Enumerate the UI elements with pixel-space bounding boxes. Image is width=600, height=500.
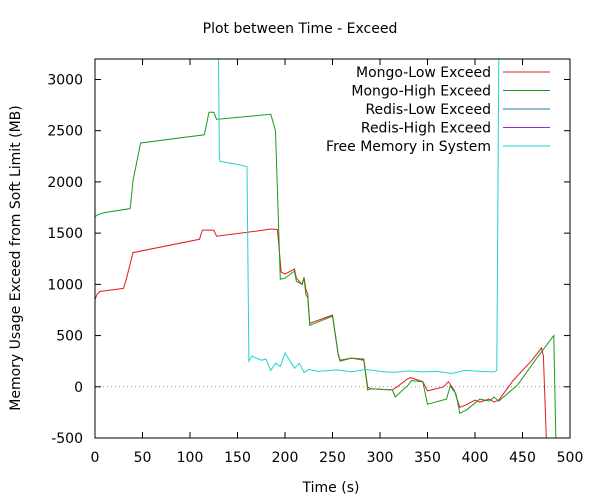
series-line-mongo-low-exceed [95, 228, 547, 438]
legend-label-mongo-low-exceed: Mongo-Low Exceed [356, 65, 491, 81]
x-tick-label: 100 [177, 450, 204, 466]
y-axis-label: Memory Usage Exceed from Soft Limit (MB) [8, 105, 24, 410]
legend-label-redis-high-exceed: Redis-High Exceed [361, 121, 491, 137]
x-tick-label: 500 [557, 450, 584, 466]
x-tick-label: 250 [319, 450, 346, 466]
legend-label-mongo-high-exceed: Mongo-High Exceed [351, 84, 491, 100]
y-tick-label: 1500 [47, 226, 83, 242]
series-line-mongo-high-exceed [95, 111, 557, 438]
y-tick-label: -500 [51, 431, 83, 447]
x-tick-label: 400 [462, 450, 489, 466]
x-tick-label: 200 [272, 450, 299, 466]
y-tick-label: 500 [56, 329, 83, 345]
y-tick-label: 2500 [47, 124, 83, 140]
x-axis-label: Time (s) [302, 480, 360, 496]
legend: Mongo-Low Exceed Mongo-High Exceed Redis-L… [326, 65, 550, 155]
legend-label-redis-low-exceed: Redis-Low Exceed [365, 102, 491, 118]
y-tick-label: 1000 [47, 277, 83, 293]
y-tick-label: 3000 [47, 72, 83, 88]
plot-frame [94, 58, 571, 439]
x-tick-label: 350 [414, 450, 441, 466]
legend-label-free-memory-in-system: Free Memory in System [326, 139, 491, 155]
y-tick-label: 0 [74, 380, 83, 396]
x-tick-label: 150 [224, 450, 251, 466]
axis-ticks: 0 50 100 150 200 250 300 350 400 450 500 -500 0 500 10… [47, 59, 583, 466]
x-tick-label: 0 [91, 450, 100, 466]
series-line-free-memory-in-system [218, 59, 500, 375]
x-tick-label: 300 [367, 450, 394, 466]
chart-title: Plot between Time - Exceed [203, 21, 398, 37]
y-tick-label: 2000 [47, 175, 83, 191]
x-tick-label: 50 [134, 450, 152, 466]
series-lines [95, 59, 557, 438]
x-tick-label: 450 [509, 450, 536, 466]
